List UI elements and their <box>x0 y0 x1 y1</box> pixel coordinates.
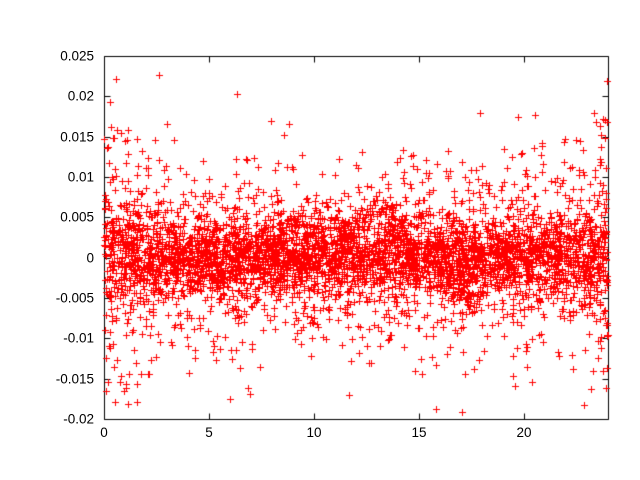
y-tick-label: 0 <box>86 250 94 266</box>
y-tick-label: 0.015 <box>60 129 94 145</box>
y-tick-label: 0.01 <box>67 169 94 185</box>
x-tick-label: 5 <box>205 425 213 440</box>
x-tick-label: 20 <box>516 425 532 440</box>
y-tick-label: -0.02 <box>63 411 94 427</box>
x-tick-label: 0 <box>100 425 108 440</box>
y-tick-label: -0.01 <box>63 330 94 346</box>
y-tick-label: 0.02 <box>67 88 94 104</box>
x-tick-label: 10 <box>306 425 322 440</box>
y-tick-label: 0.025 <box>60 48 94 64</box>
y-tick-label: -0.005 <box>55 290 94 306</box>
x-tick-label: 15 <box>411 425 427 440</box>
y-tick-label: 0.005 <box>60 209 94 225</box>
y-tick-label: -0.015 <box>55 371 94 387</box>
